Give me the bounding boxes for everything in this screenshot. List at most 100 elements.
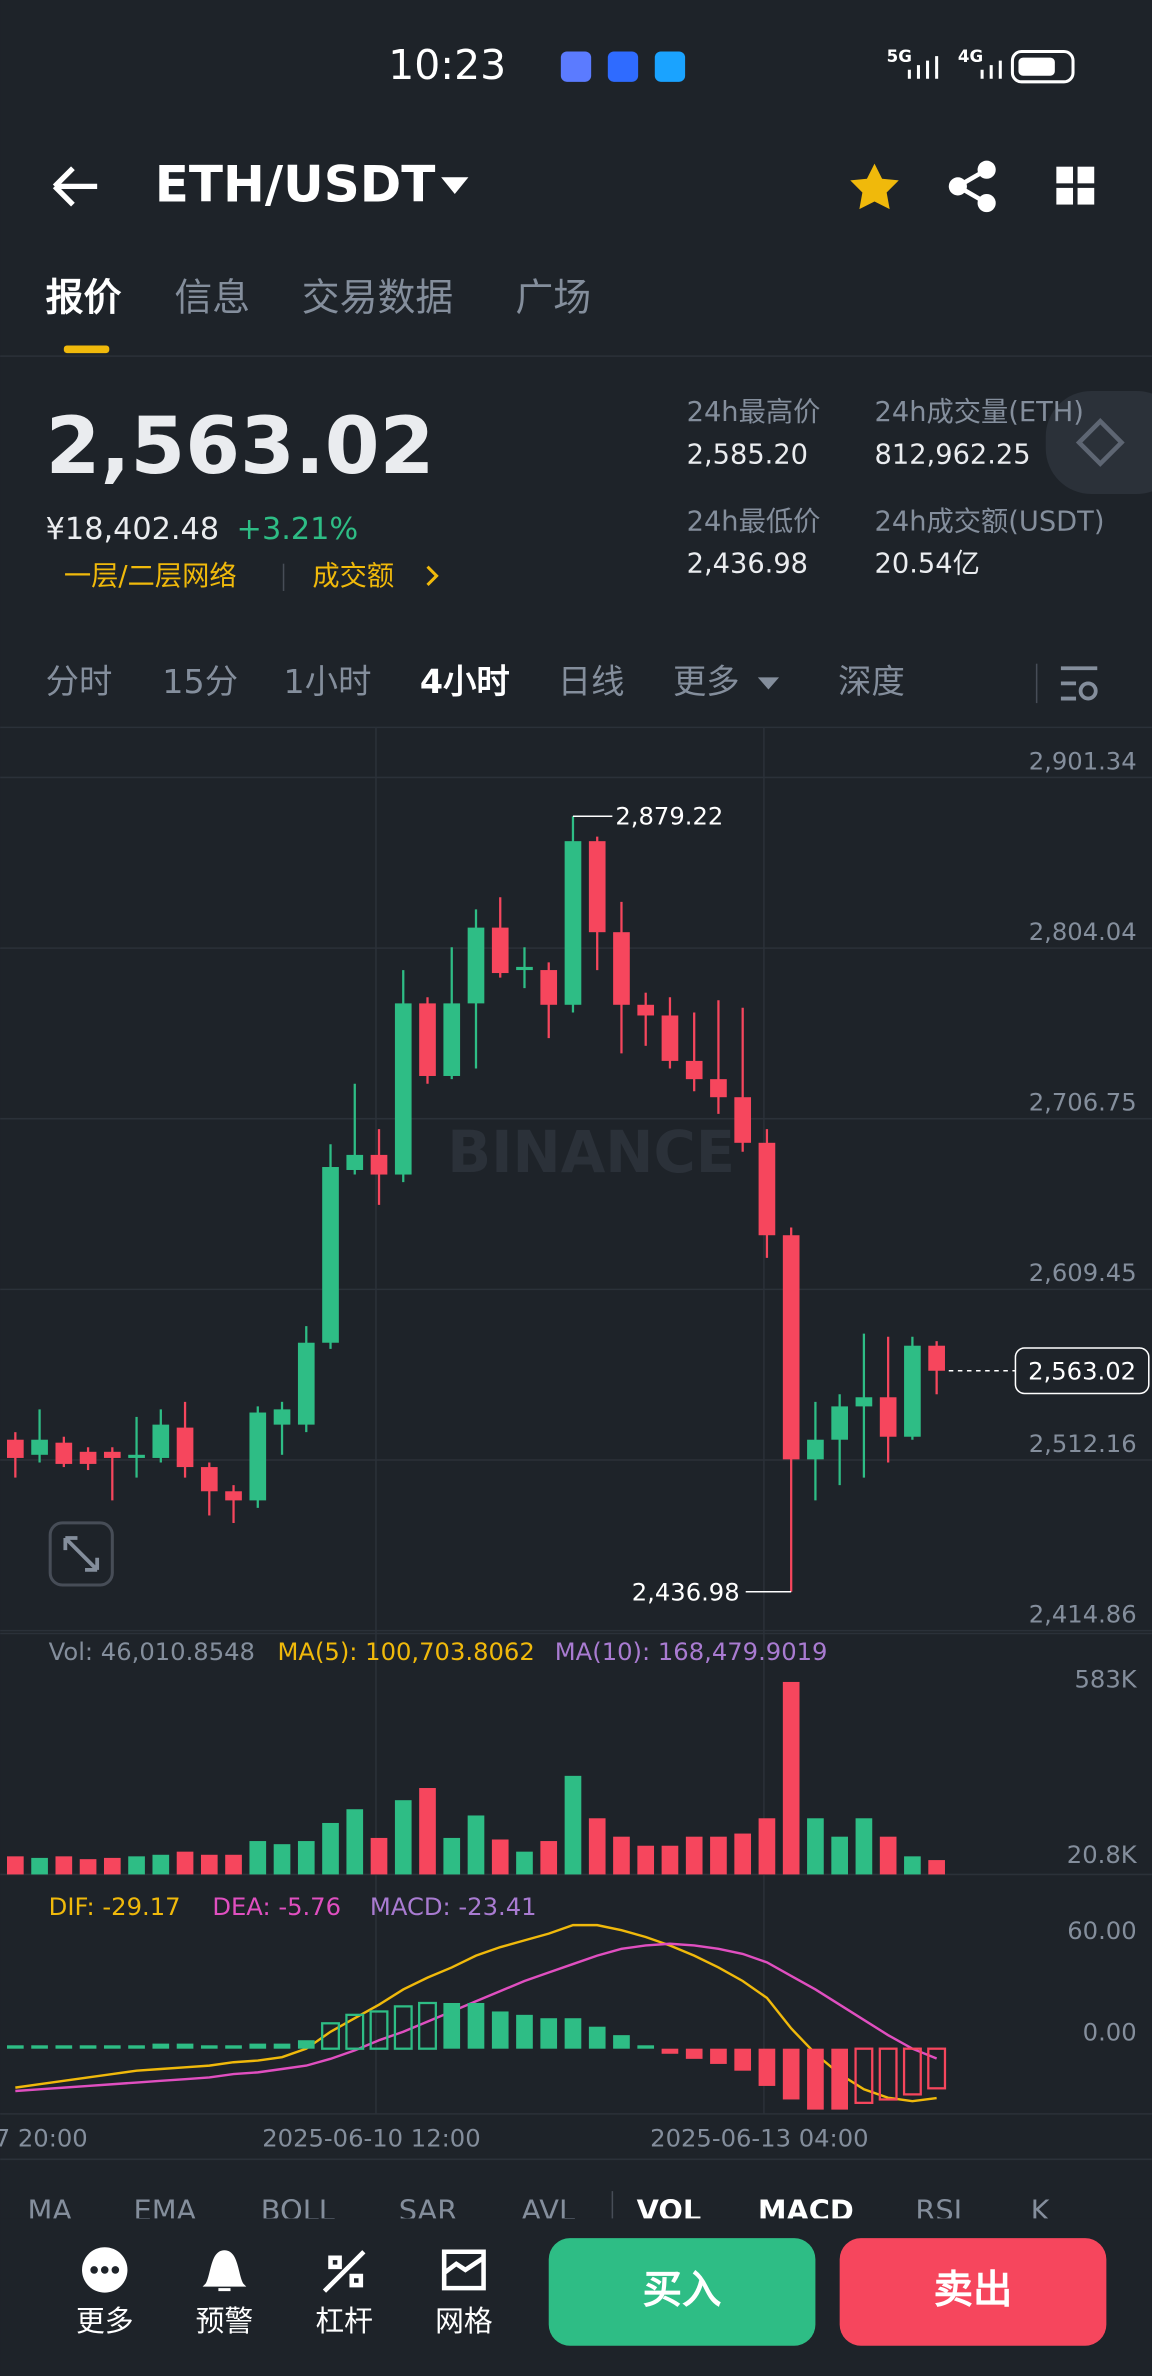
last-price-label: 2,563.02 (1028, 1356, 1136, 1385)
tag-arrow (426, 565, 439, 586)
action-label[interactable]: 杠杆 (315, 2304, 373, 2338)
interval[interactable]: 4小时 (420, 662, 510, 701)
back-button[interactable] (52, 166, 98, 207)
last-price-box (1014, 1347, 1150, 1395)
tag[interactable]: 一层/二层网络 (64, 561, 237, 592)
stat-value: 2,436.98 (687, 549, 808, 580)
battery (1010, 50, 1075, 84)
action-label[interactable]: 更多 (76, 2304, 134, 2338)
y-tick-label: 2,804.04 (1029, 917, 1137, 946)
grid-icon[interactable] (441, 2249, 486, 2291)
pair-dropdown[interactable] (441, 177, 469, 194)
volume-bar (613, 1836, 630, 1875)
tab[interactable]: 报价 (46, 276, 122, 320)
candle-body (370, 1154, 388, 1175)
volume-bar (273, 1844, 291, 1875)
volume-bar (394, 1800, 412, 1875)
macd-bar (176, 2043, 194, 2049)
interval[interactable]: 更多 (673, 662, 740, 701)
action-label[interactable]: 预警 (196, 2304, 254, 2338)
more-dropdown (757, 677, 780, 690)
volume-bar (904, 1856, 921, 1875)
macd-legend: DEA: -5.76 (212, 1892, 341, 1921)
stat-label: 24h成交量(ETH) (875, 397, 1084, 428)
macd-bar (807, 2048, 824, 2110)
floating-button[interactable] (1045, 390, 1152, 494)
candle-body (637, 1004, 655, 1016)
macd-bar (564, 2018, 582, 2049)
volume-bar (322, 1822, 339, 1875)
volume-bar (855, 1818, 873, 1875)
interval[interactable]: 15分 (162, 662, 238, 701)
macd-bar (878, 2047, 898, 2101)
candle-body (322, 1167, 339, 1343)
volume-bar (758, 1818, 776, 1875)
volume-bar (782, 1681, 800, 1875)
y-tick-label: 0.00 (1083, 2018, 1137, 2047)
interval[interactable]: 日线 (558, 662, 625, 701)
volume-bar (588, 1818, 606, 1875)
volume-bar (685, 1836, 703, 1875)
y-tick-label: 60.00 (1067, 1916, 1136, 1945)
candle-body (661, 1015, 679, 1061)
volume-bar (443, 1837, 461, 1875)
candle-body (346, 1154, 364, 1170)
chart-settings[interactable] (1060, 666, 1098, 701)
macd-bar (418, 2001, 437, 2050)
sell-button[interactable] (839, 2238, 1107, 2346)
volume-bar (103, 1857, 121, 1875)
candle-body (516, 966, 533, 971)
macd-bar (7, 2045, 24, 2049)
buy-button[interactable] (548, 2238, 816, 2346)
y-tick-label: 2,609.45 (1029, 1258, 1137, 1287)
tab[interactable]: 信息 (174, 276, 250, 320)
alert-icon[interactable] (202, 2250, 247, 2292)
interval[interactable]: 分时 (46, 662, 113, 701)
macd-bar (297, 2040, 315, 2049)
x-tick-label: 2025-06-13 04:00 (650, 2124, 868, 2153)
buy-label[interactable]: 买入 (643, 2267, 722, 2313)
stat-label: 24h最低价 (687, 506, 821, 537)
candle-body (782, 1235, 800, 1460)
y-tick-label: 20.8K (1067, 1840, 1138, 1869)
tab[interactable]: 广场 (515, 276, 591, 320)
y-tick-label: 2,706.75 (1029, 1088, 1137, 1117)
last-price: 2,563.02 (46, 400, 435, 492)
low-label: 2,436.98 (632, 1577, 740, 1606)
stat-label: 24h最高价 (687, 397, 821, 428)
favorite-star[interactable] (850, 163, 899, 210)
macd-bar (345, 2013, 365, 2050)
candle-body (297, 1342, 315, 1425)
tab[interactable]: 交易数据 (302, 276, 453, 320)
macd-bar (31, 2045, 48, 2049)
battery-level (1018, 57, 1055, 76)
expand-button[interactable] (48, 1521, 114, 1587)
action-label[interactable]: 网格 (435, 2304, 493, 2338)
sell-label[interactable]: 卖出 (934, 2267, 1013, 2313)
share-button[interactable] (948, 160, 996, 213)
volume-bar (734, 1833, 752, 1875)
pair-title[interactable]: ETH/USDT (155, 155, 436, 213)
interval[interactable]: 深度 (838, 662, 905, 701)
macd-bar (831, 2048, 848, 2110)
tag[interactable]: 成交额 (312, 561, 394, 592)
candle-body (855, 1397, 873, 1407)
macd-bar (734, 2048, 752, 2071)
macd-bar (613, 2035, 630, 2049)
volume-bar (249, 1841, 267, 1875)
candle-body (103, 1451, 121, 1458)
network-type: 5G (887, 47, 912, 66)
grid-menu[interactable] (1056, 166, 1095, 205)
macd-bar (540, 2018, 558, 2049)
volume-bar (176, 1851, 194, 1875)
interval[interactable]: 1小时 (284, 662, 372, 701)
candle-body (613, 932, 630, 1005)
volume-legend: Vol: 46,010.8548 (49, 1637, 255, 1666)
candle-body (467, 927, 485, 1004)
stat-label: 24h成交额(USDT) (875, 506, 1105, 537)
leverage-icon[interactable] (322, 2250, 366, 2293)
candle-body (807, 1439, 824, 1460)
candle-body (225, 1491, 242, 1501)
app-icon (560, 51, 592, 82)
